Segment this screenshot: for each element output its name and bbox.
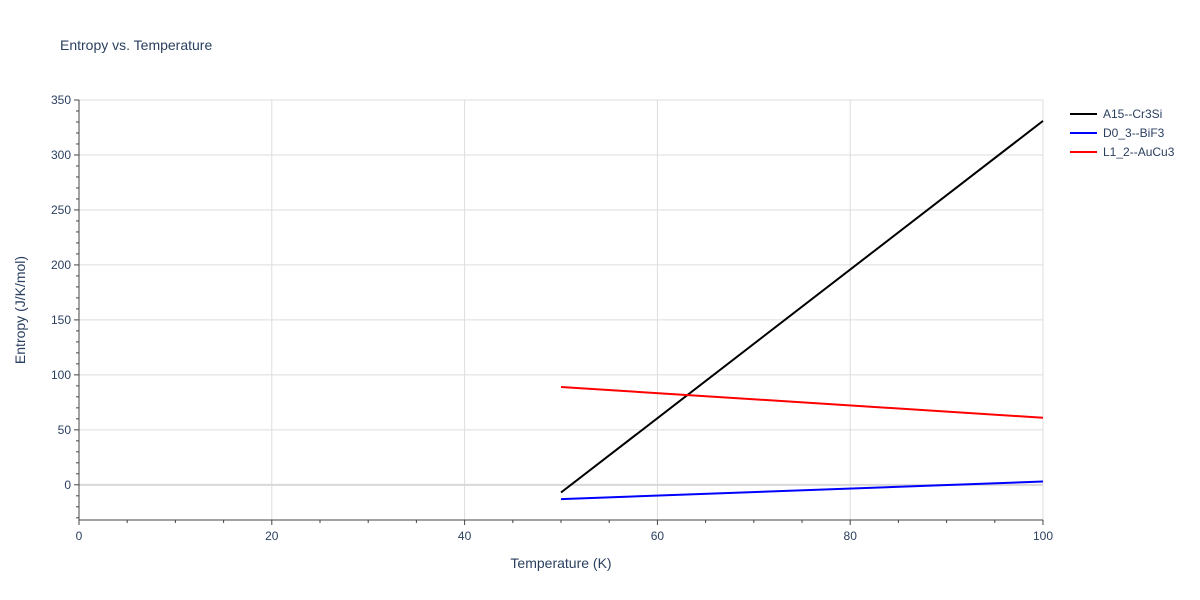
legend: A15--Cr3Si D0_3--BiF3 L1_2--AuCu3 [1070,107,1175,159]
legend-label: D0_3--BiF3 [1103,126,1165,140]
series-line [560,120,1044,494]
y-tick-label: 300 [51,148,71,162]
x-tick-label: 60 [651,529,665,543]
x-tick-label: 80 [844,529,858,543]
series-line [560,385,1044,419]
y-tick-label: 350 [51,93,71,107]
chart-title: Entropy vs. Temperature [60,37,212,53]
legend-label: L1_2--AuCu3 [1103,145,1175,159]
grid [79,99,1044,520]
series-line [560,480,1044,501]
y-tick-label: 0 [64,478,71,492]
x-tick-label: 40 [458,529,472,543]
x-tick-label: 20 [265,529,279,543]
y-tick-label: 100 [51,368,71,382]
axes [78,100,1043,521]
y-tick-label: 250 [51,203,71,217]
x-tick-label: 100 [1033,529,1053,543]
y-tick-label: 150 [51,313,71,327]
x-axis-title: Temperature (K) [510,555,611,571]
plot-lines [560,120,1044,501]
x-tick-label: 0 [76,529,83,543]
y-tick-label: 50 [58,423,72,437]
legend-label: A15--Cr3Si [1103,107,1162,121]
x-axis-ticks: 0 20 40 60 80 100 [76,520,1053,543]
y-axis-ticks: 0 50 100 150 200 250 300 350 [51,93,79,519]
y-axis-title: Entropy (J/K/mol) [12,256,28,364]
y-tick-label: 200 [51,258,71,272]
